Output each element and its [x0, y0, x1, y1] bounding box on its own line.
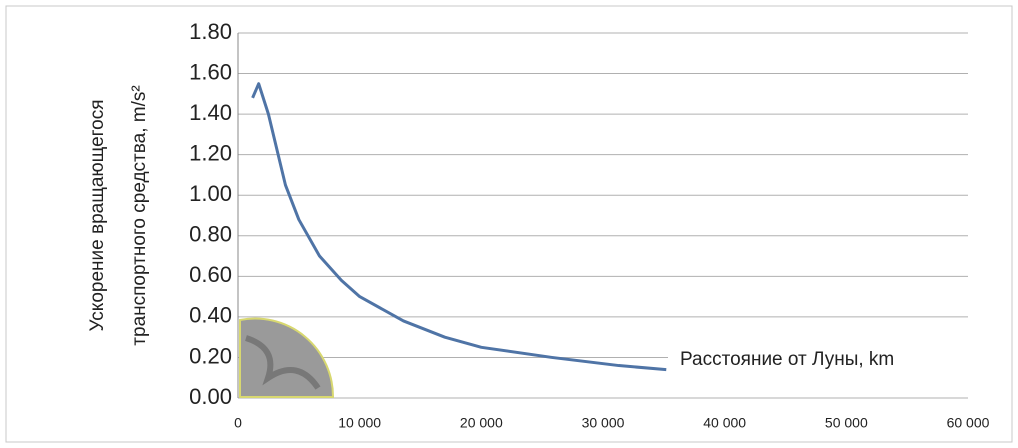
y-tick-label: 1.00: [189, 181, 232, 206]
line: [251, 82, 667, 372]
chart-frame: [5, 5, 1013, 443]
x-tick-label: 0: [234, 415, 242, 431]
x-tick-label: 40 000: [703, 415, 746, 431]
y-tick-label: 1.40: [189, 100, 232, 125]
moon-shade: [244, 335, 321, 390]
y-tick-label: 0.40: [189, 303, 232, 328]
x-tick-label: 10 000: [338, 415, 381, 431]
x-tick-label: 60 000: [947, 415, 990, 431]
y-tick-label: 0.60: [189, 262, 232, 287]
x-axis-label: Расстояние от Луны, km: [680, 349, 894, 370]
x-tick-label: 20 000: [460, 415, 503, 431]
y-tick-label: 0.80: [189, 222, 232, 247]
y-tick-label: 1.60: [189, 59, 232, 84]
y-tick-label: 0.20: [189, 343, 232, 368]
y-tick-label: 1.80: [189, 19, 232, 44]
y-axis-label: Ускорение вращающегося: [87, 99, 108, 331]
y-tick-label: 0.00: [189, 384, 232, 409]
x-label-box: [668, 346, 968, 372]
y-tick-label: 1.20: [189, 140, 232, 165]
moon-image: [239, 317, 335, 398]
y-axis-label: транспортного средства, m/s²: [129, 85, 150, 345]
x-tick-label: 30 000: [582, 415, 625, 431]
x-tick-label: 50 000: [825, 415, 868, 431]
